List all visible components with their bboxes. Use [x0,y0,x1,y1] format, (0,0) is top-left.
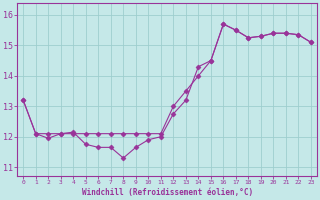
X-axis label: Windchill (Refroidissement éolien,°C): Windchill (Refroidissement éolien,°C) [82,188,253,197]
